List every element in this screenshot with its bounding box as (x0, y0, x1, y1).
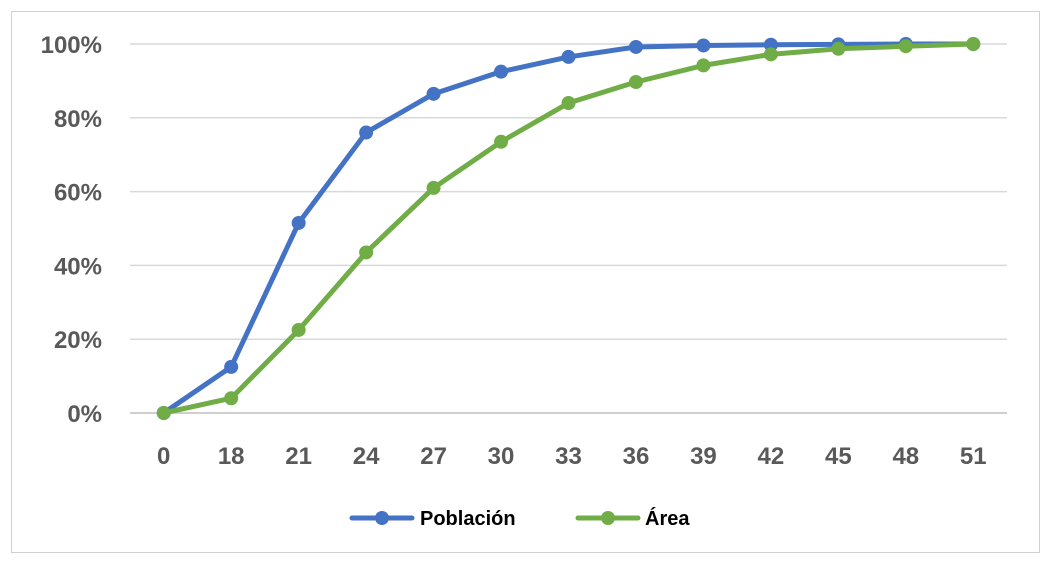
series-lines (156, 37, 981, 420)
legend: Población Área (349, 507, 690, 530)
data-point (763, 47, 778, 62)
data-point (359, 245, 374, 260)
x-tick-label: 33 (555, 443, 582, 470)
data-point (224, 359, 239, 374)
data-point (426, 86, 441, 101)
series-area (156, 37, 981, 420)
legend-swatch-marker (601, 511, 615, 525)
data-point (291, 322, 306, 337)
data-point (156, 406, 171, 420)
x-tick-label: 51 (960, 443, 987, 470)
chart-frame (11, 11, 1040, 553)
data-point (831, 41, 846, 56)
data-point (426, 180, 441, 195)
y-tick-label: 0% (67, 401, 102, 428)
y-tick-label: 60% (54, 180, 102, 207)
data-point (224, 391, 239, 406)
y-axis-ticks: 0% 20% 40% 60% 80% 100% (41, 32, 102, 428)
x-tick-label: 24 (353, 443, 380, 470)
data-point (898, 39, 913, 54)
x-tick-label: 42 (758, 443, 785, 470)
data-point (561, 49, 576, 64)
data-point (763, 37, 778, 52)
y-tick-label: 20% (54, 327, 102, 354)
x-tick-label: 36 (623, 443, 650, 470)
x-tick-label: 45 (825, 443, 852, 470)
x-tick-label: 21 (285, 443, 312, 470)
x-tick-label: 27 (420, 443, 447, 470)
legend-item-poblacion: Población (349, 508, 516, 530)
data-point (494, 64, 509, 79)
x-tick-label: 48 (892, 443, 919, 470)
data-point (696, 38, 711, 53)
legend-swatch-marker (375, 511, 389, 525)
data-point (291, 215, 306, 230)
data-point (966, 37, 981, 51)
legend-label-poblacion: Población (420, 508, 516, 530)
data-point (696, 58, 711, 73)
y-tick-label: 80% (54, 106, 102, 133)
data-point (628, 39, 643, 54)
data-point (628, 75, 643, 90)
data-point (561, 96, 576, 111)
series-poblacion (156, 37, 981, 420)
data-point (494, 134, 509, 149)
legend-item-area: Área (575, 507, 690, 530)
y-tick-label: 40% (54, 253, 102, 280)
x-tick-label: 39 (690, 443, 717, 470)
x-axis-ticks: 0 18 21 24 27 30 33 36 39 42 45 48 51 (157, 443, 987, 470)
legend-label-area: Área (645, 507, 690, 530)
x-tick-label: 18 (218, 443, 245, 470)
x-tick-label: 0 (157, 443, 170, 470)
x-tick-label: 30 (488, 443, 515, 470)
y-tick-label: 100% (41, 32, 102, 59)
data-point (359, 125, 374, 140)
